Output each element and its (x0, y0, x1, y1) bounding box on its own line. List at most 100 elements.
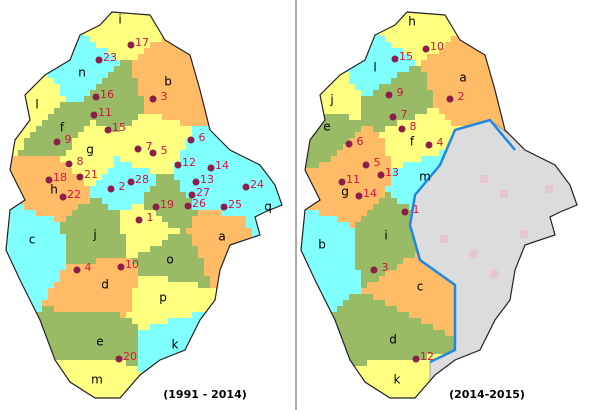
region-fill (186, 108, 193, 115)
region-fill (96, 264, 103, 271)
region-fill (397, 24, 404, 31)
region-fill (66, 216, 73, 223)
region-fill (180, 156, 187, 163)
region-fill (204, 306, 211, 313)
region-fill (36, 222, 43, 229)
region-fill (30, 192, 37, 199)
region-fill (355, 102, 362, 109)
region-fill (409, 66, 416, 73)
region-fill (186, 228, 193, 235)
region-fill (373, 342, 380, 349)
region-fill (433, 294, 440, 301)
region-fill (463, 54, 470, 61)
region-fill (144, 108, 151, 115)
region-fill (96, 72, 103, 79)
region-fill (138, 144, 145, 151)
region-fill (373, 330, 380, 337)
region-fill (36, 186, 43, 193)
region-fill (60, 312, 67, 319)
region-fill (343, 276, 350, 283)
region-fill (331, 198, 338, 205)
region-fill (102, 270, 109, 277)
region-fill (246, 186, 253, 193)
region-fill (385, 276, 392, 283)
region-fill (337, 306, 344, 313)
region-fill (108, 150, 115, 157)
region-fill (355, 222, 362, 229)
region-fill (60, 156, 67, 163)
region-fill (138, 252, 145, 259)
region-fill (72, 174, 79, 181)
region-fill (102, 360, 109, 367)
region-fill (168, 264, 175, 271)
region-fill (96, 102, 103, 109)
region-fill (379, 138, 386, 145)
region-fill (373, 336, 380, 343)
region-fill (120, 66, 127, 73)
region-fill (313, 162, 320, 169)
region-fill (331, 252, 338, 259)
region-fill (409, 240, 416, 247)
region-fill (337, 240, 344, 247)
region-fill (66, 66, 73, 73)
region-fill (84, 30, 91, 37)
region-fill (397, 372, 404, 379)
region-fill (331, 120, 338, 127)
region-fill (397, 264, 404, 271)
region-fill (102, 372, 109, 379)
region-fill (192, 156, 199, 163)
region-fill (78, 372, 85, 379)
region-fill (42, 198, 49, 205)
region-fill (325, 150, 332, 157)
region-fill (96, 294, 103, 301)
region-fill (367, 246, 374, 253)
region-fill (72, 96, 79, 103)
region-fill (373, 216, 380, 223)
region-fill (162, 192, 169, 199)
region-fill (150, 360, 157, 367)
region-fill (361, 138, 368, 145)
region-fill (132, 240, 139, 247)
region-fill (60, 300, 67, 307)
region-fill (475, 60, 482, 67)
region-fill (475, 66, 482, 73)
region-fill (264, 198, 271, 205)
region-fill (313, 210, 320, 217)
region-fill (379, 228, 386, 235)
region-fill (403, 252, 410, 259)
region-fill (144, 78, 151, 85)
region-fill (84, 204, 91, 211)
region-fill (415, 378, 422, 385)
region-fill (126, 192, 133, 199)
region-fill (48, 192, 55, 199)
region-fill (192, 138, 199, 145)
region-fill (439, 60, 446, 67)
region-fill (331, 114, 338, 121)
region-fill (349, 270, 356, 277)
region-fill (397, 78, 404, 85)
region-fill (409, 72, 416, 79)
region-fill (337, 246, 344, 253)
region-fill (12, 234, 19, 241)
region-fill (415, 108, 422, 115)
region-fill (48, 234, 55, 241)
region-fill (367, 372, 374, 379)
region-fill (198, 264, 205, 271)
region-fill (90, 312, 97, 319)
region-fill (96, 138, 103, 145)
region-fill (385, 384, 392, 391)
region-fill (373, 168, 380, 175)
region-fill (361, 258, 368, 265)
region-fill (132, 288, 139, 295)
region-fill (421, 66, 428, 73)
region-fill (319, 126, 326, 133)
region-fill (102, 318, 109, 325)
region-fill (126, 114, 133, 121)
region-fill (234, 180, 241, 187)
region-fill (36, 144, 43, 151)
region-fill (409, 360, 416, 367)
region-fill (427, 288, 434, 295)
region-fill (54, 168, 61, 175)
region-fill (48, 126, 55, 133)
region-fill (451, 60, 458, 67)
